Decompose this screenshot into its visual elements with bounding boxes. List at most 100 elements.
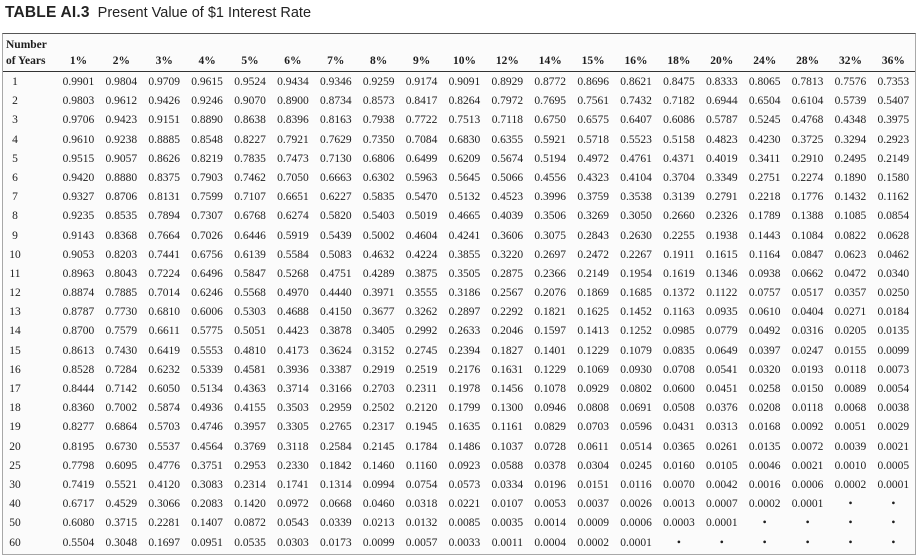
years-cell: 40 [9,498,21,511]
present-value-cell: • [891,517,896,530]
present-value-cell: 0.8203 [105,248,138,261]
present-value-cell: 0.2765 [319,421,352,434]
present-value-cell: 0.8360 [62,402,95,415]
present-value-cell: 0.8264 [448,95,481,108]
present-value-cell: 0.0334 [491,478,524,491]
table-row: 12 0.8874 0.7885 0.7014 0.6246 0.5568 0.4970 0.… [3,284,915,303]
years-cell: 6 [12,171,18,184]
present-value-cell: 0.0535 [234,536,266,549]
table-row: 8 0.9235 0.8535 0.7894 0.7307 0.6768 0.6274 0.5… [3,207,915,226]
present-value-cell: 0.4970 [277,287,309,300]
table-row: 10 0.9053 0.8203 0.7441 0.6756 0.6139 0.5584 0.… [3,246,915,265]
present-value-cell: 0.2218 [748,191,781,204]
present-value-cell: 0.9706 [62,114,95,127]
present-value-cell: 0.8874 [62,287,95,300]
present-value-cell: 0.1084 [791,229,824,242]
present-value-cell: 0.0037 [577,498,609,511]
present-value-cell: 0.2267 [620,248,652,261]
present-value-cell: 0.4751 [319,267,352,280]
present-value-cell: 0.5439 [319,229,352,242]
present-value-cell: 0.0404 [791,306,824,319]
present-value-cell: 0.0173 [319,536,352,549]
present-value-cell: 0.4155 [234,402,266,415]
present-value-cell: 0.5051 [234,325,266,338]
present-value-cell: 0.1372 [663,287,695,300]
present-value-cell: 0.0247 [791,344,824,357]
present-value-cell: 0.0001 [705,517,738,530]
present-value-cell: 0.2630 [620,229,652,242]
present-value-cell: • [762,517,767,530]
present-value-cell: 0.0029 [877,421,910,434]
present-value-cell: 0.2145 [362,440,395,453]
present-value-cell: 0.5787 [705,114,738,127]
present-value-cell: • [848,517,853,530]
rate-header-28-percent: 28% [796,55,820,67]
present-value-cell: 0.0304 [577,459,609,472]
present-value-cell: 0.9709 [148,76,181,88]
present-value-cell: 0.0116 [620,478,652,491]
number-of-years-header: Number of Years [3,34,57,71]
present-value-cell: 0.0068 [834,402,867,415]
present-value-cell: 0.9423 [105,114,138,127]
rate-header-2-percent: 2% [112,55,130,67]
present-value-cell: 0.0357 [834,287,867,300]
present-value-cell: 0.1741 [277,478,309,491]
present-value-cell: 0.2843 [577,229,609,242]
present-value-cell: 0.0004 [534,536,567,549]
present-value-cell: 0.0431 [663,421,695,434]
present-value-cell: 0.1452 [620,306,652,319]
present-value-cell: 0.6651 [277,191,309,204]
present-value-cell: 0.0021 [791,459,824,472]
present-value-cell: 0.9420 [62,171,95,184]
present-value-cell: 0.1164 [749,248,781,261]
present-value-cell: 0.1420 [234,498,266,511]
present-value-cell: 0.3971 [362,287,395,300]
present-value-cell: 0.0208 [748,402,781,415]
present-value-cell: 0.0021 [877,440,910,453]
present-value-cell: 0.0046 [748,459,781,472]
present-value-cell: 0.7894 [148,210,181,223]
present-value-cell: 0.5919 [277,229,309,242]
present-value-cell: 0.9524 [234,76,266,88]
present-value-cell: 0.8734 [319,95,352,108]
present-value-cell: 0.5134 [191,383,223,395]
years-cell: 12 [9,287,21,300]
present-value-cell: • [848,498,853,511]
present-value-cell: 0.4120 [148,478,181,491]
present-value-cell: 0.3411 [749,152,781,165]
present-value-cell: 0.7284 [105,363,138,376]
present-value-cell: 0.5523 [620,133,652,146]
present-value-cell: 0.5775 [191,325,223,338]
present-value-cell: 0.9610 [62,133,95,146]
table-title: Present Value of $1 Interest Rate [97,5,312,21]
present-value-cell: 0.1685 [620,287,652,300]
present-value-cell: 0.7050 [277,171,309,184]
present-value-cell: 0.8772 [534,76,567,88]
present-value-cell: 0.1163 [663,306,695,319]
present-value-cell: 0.2076 [534,287,567,300]
present-value-cell: 0.2660 [663,210,695,223]
present-value-cell: 0.0872 [234,517,266,530]
present-value-cell: 0.6227 [319,191,352,204]
present-value-cell: 0.1388 [791,210,824,223]
present-value-cell: 0.0057 [405,536,438,549]
present-value-cell: 0.4224 [405,248,438,261]
present-value-cell: 0.0011 [491,536,523,549]
present-value-cell: 0.0005 [877,459,910,472]
present-value-cell: 0.8787 [62,306,95,319]
present-value-cell: 0.3725 [791,133,824,146]
present-value-cell: 0.0611 [577,440,609,453]
present-value-cell: 0.0472 [834,267,867,280]
years-cell: 8 [12,210,18,223]
present-value-cell: 0.7441 [148,248,181,261]
present-value-cell: 0.0854 [877,210,910,223]
present-value-cell: 0.1413 [577,325,609,338]
present-value-cell: 0.6806 [362,152,395,165]
present-value-cell: • [719,536,724,549]
present-value-cell: 0.0107 [491,498,524,511]
present-value-cell: 0.8227 [234,133,266,146]
present-value-cell: 0.0668 [319,498,352,511]
table-row: 4 0.9610 0.9238 0.8885 0.8548 0.8227 0.7921 0.7… [3,131,915,150]
table-row: 19 0.8277 0.6864 0.5703 0.4746 0.3957 0.3305 0.… [3,418,915,437]
present-value-cell: 0.2519 [405,363,438,376]
